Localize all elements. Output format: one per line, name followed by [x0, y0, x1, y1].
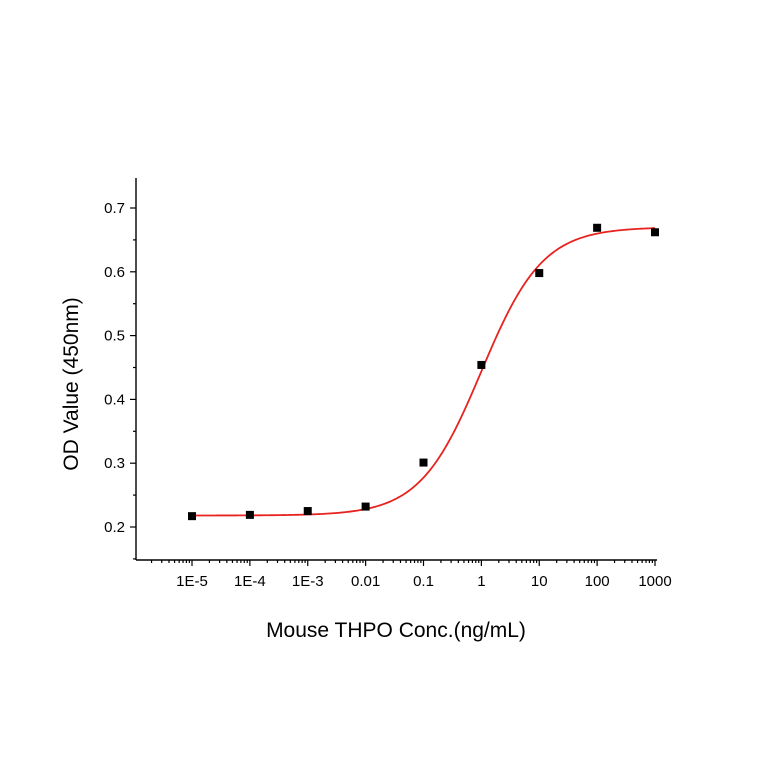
y-tick-label-4: 0.6: [104, 264, 125, 281]
data-point-7: [593, 223, 602, 232]
y-tick-label-2: 0.4: [104, 391, 125, 408]
y-ticks: 0.2 0.3 0.4 0.5 0.6 0.7: [104, 200, 136, 560]
data-point-0: [188, 512, 196, 521]
data-point-4: [419, 458, 428, 467]
y-tick-label-5: 0.7: [104, 200, 125, 217]
x-tick-label-1: 1E-4: [234, 573, 266, 590]
data-point-6: [535, 269, 544, 278]
x-tick-label-6: 10: [531, 573, 548, 590]
y-tick-label-1: 0.3: [104, 455, 125, 472]
x-tick-label-7: 100: [585, 573, 610, 590]
y-tick-label-3: 0.5: [104, 328, 125, 345]
x-tick-label-0: 1E-5: [176, 573, 208, 590]
x-tick-label-2: 1E-3: [292, 573, 324, 590]
axes: [135, 178, 657, 561]
data-point-1: [245, 510, 254, 519]
x-tick-label-8: 1000: [638, 573, 671, 590]
x-ticks: 1E-5 1E-4 1E-3 0.01 0.1 1 10 100 1000: [150, 560, 672, 590]
x-tick-label-5: 1: [477, 573, 485, 590]
x-axis-title: Mouse THPO Conc.(ng/mL): [266, 619, 526, 642]
data-point-5: [477, 360, 486, 369]
x-tick-label-3: 0.01: [351, 573, 380, 590]
y-tick-label-0: 0.2: [104, 519, 125, 536]
data-point-2: [303, 507, 312, 516]
y-axis-title: OD Value (450nm): [60, 297, 83, 471]
data-points: [188, 223, 659, 521]
x-tick-label-4: 0.1: [413, 573, 434, 590]
data-point-3: [361, 502, 370, 511]
fit-curve: [192, 227, 656, 517]
data-point-8: [651, 228, 659, 237]
